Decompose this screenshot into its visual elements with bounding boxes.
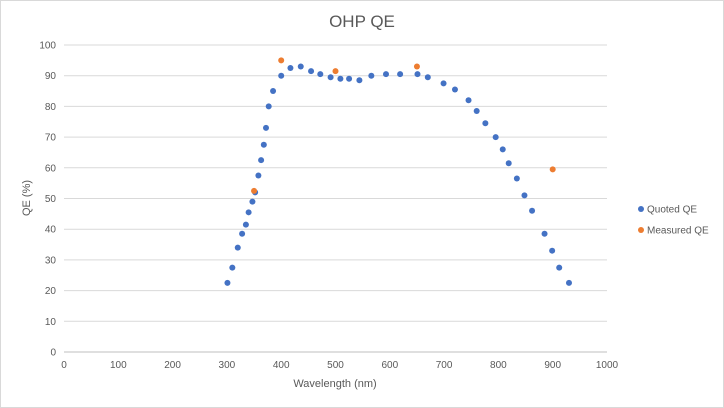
x-tick-label: 200 (164, 360, 181, 371)
quoted-qe-point (397, 71, 404, 78)
quoted-qe-point (317, 71, 324, 78)
quoted-qe-point (297, 63, 304, 70)
x-tick-label: 100 (110, 360, 127, 371)
quoted-qe-point (260, 141, 267, 148)
x-tick-label: 0 (61, 360, 67, 371)
x-tick-label: 1000 (596, 360, 619, 371)
quoted-qe-point (234, 244, 241, 251)
quoted-qe-point (255, 172, 262, 179)
y-tick-label: 30 (45, 255, 57, 266)
measured-qe-point (413, 63, 420, 70)
x-axis-ticks: 0 100 200 300 400 500 600 700 800 900 1000 (61, 360, 618, 371)
measured-qe-point (251, 187, 258, 194)
quoted-qe-point (513, 175, 520, 182)
quoted-qe-point (529, 207, 536, 214)
measured-qe-point (332, 68, 339, 75)
y-tick-label: 20 (45, 286, 57, 297)
quoted-qe-point (424, 74, 431, 81)
quoted-qe-point (368, 72, 375, 79)
x-tick-label: 500 (327, 360, 344, 371)
quoted-qe-point (482, 120, 489, 127)
quoted-qe-point (473, 108, 480, 115)
x-tick-label: 900 (544, 360, 561, 371)
measured-qe-point (549, 166, 556, 173)
x-tick-label: 700 (436, 360, 453, 371)
quoted-qe-point (465, 97, 472, 104)
y-tick-label: 70 (45, 133, 57, 144)
quoted-qe-point (541, 230, 548, 237)
y-tick-label: 40 (45, 225, 57, 236)
y-tick-label: 50 (45, 194, 57, 205)
y-tick-label: 10 (45, 317, 57, 328)
quoted-qe-point (270, 88, 277, 95)
x-tick-label: 600 (381, 360, 398, 371)
quoted-qe-point (414, 71, 421, 78)
quoted-qe-point (229, 264, 236, 271)
legend-label-measured-qe: Measured QE (647, 226, 709, 237)
quoted-qe-point (278, 72, 285, 79)
quoted-qe-point (440, 80, 447, 87)
gridlines (64, 44, 607, 353)
quoted-qe-point (265, 103, 272, 110)
y-tick-label: 60 (45, 163, 57, 174)
y-tick-label: 0 (50, 348, 56, 359)
measured-qe-point (278, 57, 285, 64)
quoted-qe-point (505, 160, 512, 167)
quoted-qe-point (224, 279, 231, 286)
y-axis-title: QE (%) (21, 180, 33, 216)
quoted-qe-point (258, 157, 265, 164)
quoted-qe-point (499, 146, 506, 153)
y-axis-ticks: 0 10 20 30 40 50 60 70 80 90 100 (39, 41, 56, 359)
quoted-qe-point (287, 65, 294, 72)
quoted-qe-point (382, 71, 389, 78)
y-tick-label: 80 (45, 102, 57, 113)
quoted-qe-point (346, 75, 353, 82)
y-tick-label: 100 (39, 41, 56, 52)
quoted-qe-point (521, 192, 528, 199)
quoted-qe-point (308, 68, 315, 75)
quoted-qe-point (262, 124, 269, 131)
quoted-qe-point (239, 230, 246, 237)
quoted-qe-point (242, 221, 249, 228)
quoted-qe-point (337, 75, 344, 82)
quoted-qe-point (556, 264, 563, 271)
quoted-qe-point (565, 279, 572, 286)
x-axis-title: Wavelength (nm) (293, 378, 376, 390)
quoted-qe-point (245, 209, 252, 216)
quoted-qe-point (327, 74, 334, 81)
chart-title: OHP QE (329, 12, 395, 31)
data-points (224, 57, 572, 286)
quoted-qe-point (492, 134, 499, 141)
quoted-qe-point (549, 247, 556, 254)
legend: Quoted QE Measured QE (638, 205, 709, 237)
y-tick-label: 90 (45, 71, 57, 82)
x-tick-label: 800 (490, 360, 507, 371)
quoted-qe-point (356, 77, 363, 84)
quoted-qe-point (249, 198, 256, 205)
legend-marker-quoted-qe (638, 206, 644, 212)
legend-marker-measured-qe (638, 227, 644, 233)
x-tick-label: 400 (273, 360, 290, 371)
quoted-qe-point (451, 86, 458, 93)
x-tick-label: 300 (219, 360, 236, 371)
legend-label-quoted-qe: Quoted QE (647, 205, 697, 216)
